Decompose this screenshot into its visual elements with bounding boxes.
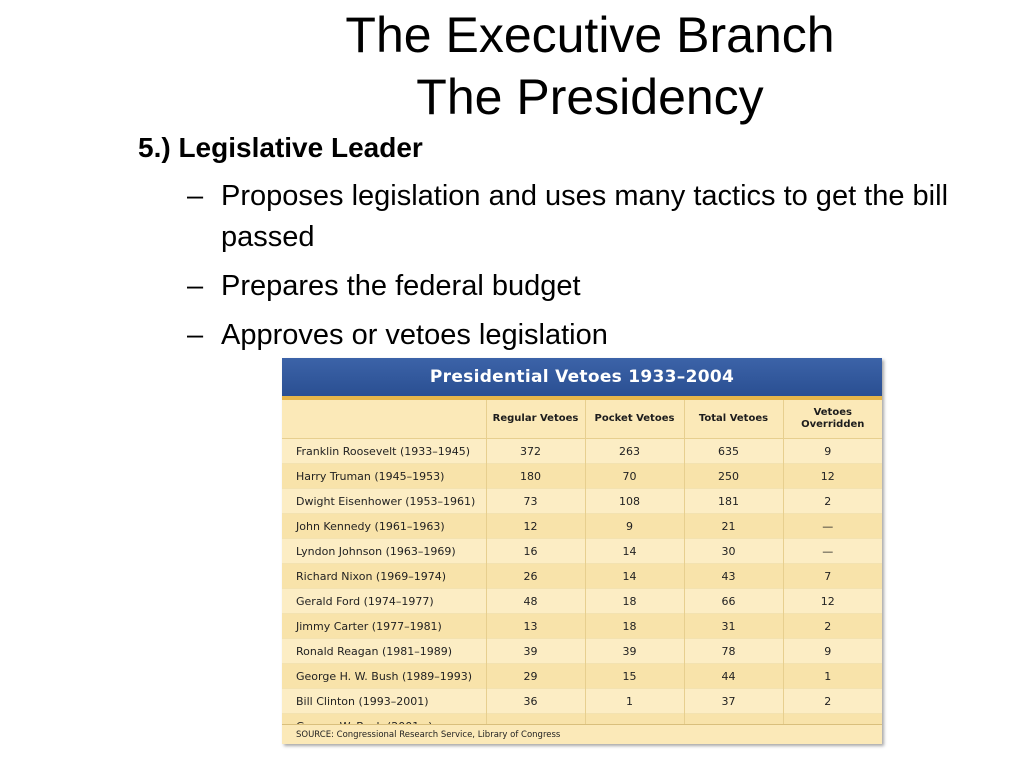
veto-count-cell: 14 [584, 538, 684, 564]
table-body: Franklin Roosevelt (1933–1945) 372 263 635 9… [282, 438, 882, 738]
table-row: Franklin Roosevelt (1933–1945) 372 263 635 9 [282, 438, 882, 464]
veto-count-cell: 14 [584, 563, 684, 589]
veto-count-cell: 21 [683, 513, 783, 539]
table-row: Harry Truman (1945–1953) 180 70 250 12 [282, 463, 882, 489]
president-name-cell: Ronald Reagan (1981–1989) [282, 638, 486, 664]
table-row: Dwight Eisenhower (1953–1961) 73 108 181 2 [282, 488, 882, 514]
veto-count-cell: 43 [683, 563, 783, 589]
column-header-vetoes-overridden: Vetoes Overridden [782, 400, 882, 439]
bullet-text: Proposes legislation and uses many tacti… [221, 180, 949, 253]
veto-count-cell: 372 [485, 438, 585, 464]
veto-count-cell: 1 [782, 663, 882, 689]
table-row: Gerald Ford (1974–1977) 48 18 66 12 [282, 588, 882, 614]
slide-title: The Executive Branch The Presidency [300, 4, 880, 128]
bullet-item: – Approves or vetoes legislation [187, 315, 987, 356]
slide-title-line-2: The Presidency [416, 69, 764, 125]
veto-count-cell: 39 [584, 638, 684, 664]
veto-count-cell: 30 [683, 538, 783, 564]
president-name-cell: John Kennedy (1961–1963) [282, 513, 486, 539]
president-name-cell: Harry Truman (1945–1953) [282, 463, 486, 489]
section-heading: 5.) Legislative Leader [138, 132, 423, 163]
veto-count-cell: 18 [584, 588, 684, 614]
president-name-cell: Bill Clinton (1993–2001) [282, 688, 486, 714]
veto-count-cell: 12 [782, 588, 882, 614]
veto-count-cell: 9 [782, 638, 882, 664]
table-row: Lyndon Johnson (1963–1969) 16 14 30— [282, 538, 882, 564]
veto-count-cell: 635 [683, 438, 783, 464]
veto-count-cell: 44 [683, 663, 783, 689]
veto-count-cell: 37 [683, 688, 783, 714]
veto-count-cell: 181 [683, 488, 783, 514]
veto-count-cell: 16 [485, 538, 585, 564]
vetoes-table: Regular Vetoes Pocket Vetoes Total Vetoe… [282, 400, 882, 738]
veto-count-cell: 29 [485, 663, 585, 689]
table-row: Richard Nixon (1969–1974) 26 14 43 7 [282, 563, 882, 589]
bullet-item: – Proposes legislation and uses many tac… [187, 176, 987, 258]
column-header-president [282, 400, 486, 439]
bullet-text: Approves or vetoes legislation [221, 319, 608, 351]
bullet-dash: – [187, 270, 204, 302]
veto-count-cell: 15 [584, 663, 684, 689]
veto-count-cell: 263 [584, 438, 684, 464]
bullet-list: – Proposes legislation and uses many tac… [187, 176, 987, 364]
table-row: George H. W. Bush (1989–1993) 29 15 44 1 [282, 663, 882, 689]
vetoes-table-figure: Presidential Vetoes 1933–2004 Regular Ve… [282, 358, 882, 744]
president-name-cell: Gerald Ford (1974–1977) [282, 588, 486, 614]
table-row: Jimmy Carter (1977–1981) 13 18 31 2 [282, 613, 882, 639]
veto-count-cell: 70 [584, 463, 684, 489]
veto-count-cell: 39 [485, 638, 585, 664]
president-name-cell: Dwight Eisenhower (1953–1961) [282, 488, 486, 514]
veto-count-cell: 36 [485, 688, 585, 714]
veto-count-cell: 13 [485, 613, 585, 639]
veto-count-cell: 2 [782, 688, 882, 714]
table-title: Presidential Vetoes 1933–2004 [282, 358, 882, 400]
table-row: John Kennedy (1961–1963) 12 9 21— [282, 513, 882, 539]
veto-count-cell: 78 [683, 638, 783, 664]
president-name-cell: Lyndon Johnson (1963–1969) [282, 538, 486, 564]
veto-count-cell: 73 [485, 488, 585, 514]
veto-count-cell: 18 [584, 613, 684, 639]
veto-count-cell: 12 [782, 463, 882, 489]
veto-count-cell: 180 [485, 463, 585, 489]
veto-count-cell: 2 [782, 613, 882, 639]
president-name-cell: George H. W. Bush (1989–1993) [282, 663, 486, 689]
column-header-pocket-vetoes: Pocket Vetoes [584, 400, 684, 439]
veto-count-cell: — [782, 538, 882, 564]
table-source-note: SOURCE: Congressional Research Service, … [282, 724, 882, 744]
table-header-row: Regular Vetoes Pocket Vetoes Total Vetoe… [282, 400, 882, 439]
president-name-cell: Franklin Roosevelt (1933–1945) [282, 438, 486, 464]
veto-count-cell: 66 [683, 588, 783, 614]
veto-count-cell: 1 [584, 688, 684, 714]
veto-count-cell: 9 [782, 438, 882, 464]
table-row: Bill Clinton (1993–2001) 36 1 37 2 [282, 688, 882, 714]
veto-count-cell: 7 [782, 563, 882, 589]
bullet-item: – Prepares the federal budget [187, 266, 987, 307]
veto-count-cell: 2 [782, 488, 882, 514]
veto-count-cell: 26 [485, 563, 585, 589]
slide-title-line-1: The Executive Branch [345, 7, 835, 63]
column-header-total-vetoes: Total Vetoes [683, 400, 783, 439]
bullet-dash: – [187, 319, 204, 351]
veto-count-cell: — [782, 513, 882, 539]
veto-count-cell: 250 [683, 463, 783, 489]
veto-count-cell: 31 [683, 613, 783, 639]
veto-count-cell: 108 [584, 488, 684, 514]
president-name-cell: Richard Nixon (1969–1974) [282, 563, 486, 589]
president-name-cell: Jimmy Carter (1977–1981) [282, 613, 486, 639]
veto-count-cell: 48 [485, 588, 585, 614]
bullet-text: Prepares the federal budget [221, 270, 581, 302]
bullet-dash: – [187, 180, 204, 212]
table-row: Ronald Reagan (1981–1989) 39 39 78 9 [282, 638, 882, 664]
veto-count-cell: 9 [584, 513, 684, 539]
column-header-regular-vetoes: Regular Vetoes [485, 400, 585, 439]
veto-count-cell: 12 [485, 513, 585, 539]
